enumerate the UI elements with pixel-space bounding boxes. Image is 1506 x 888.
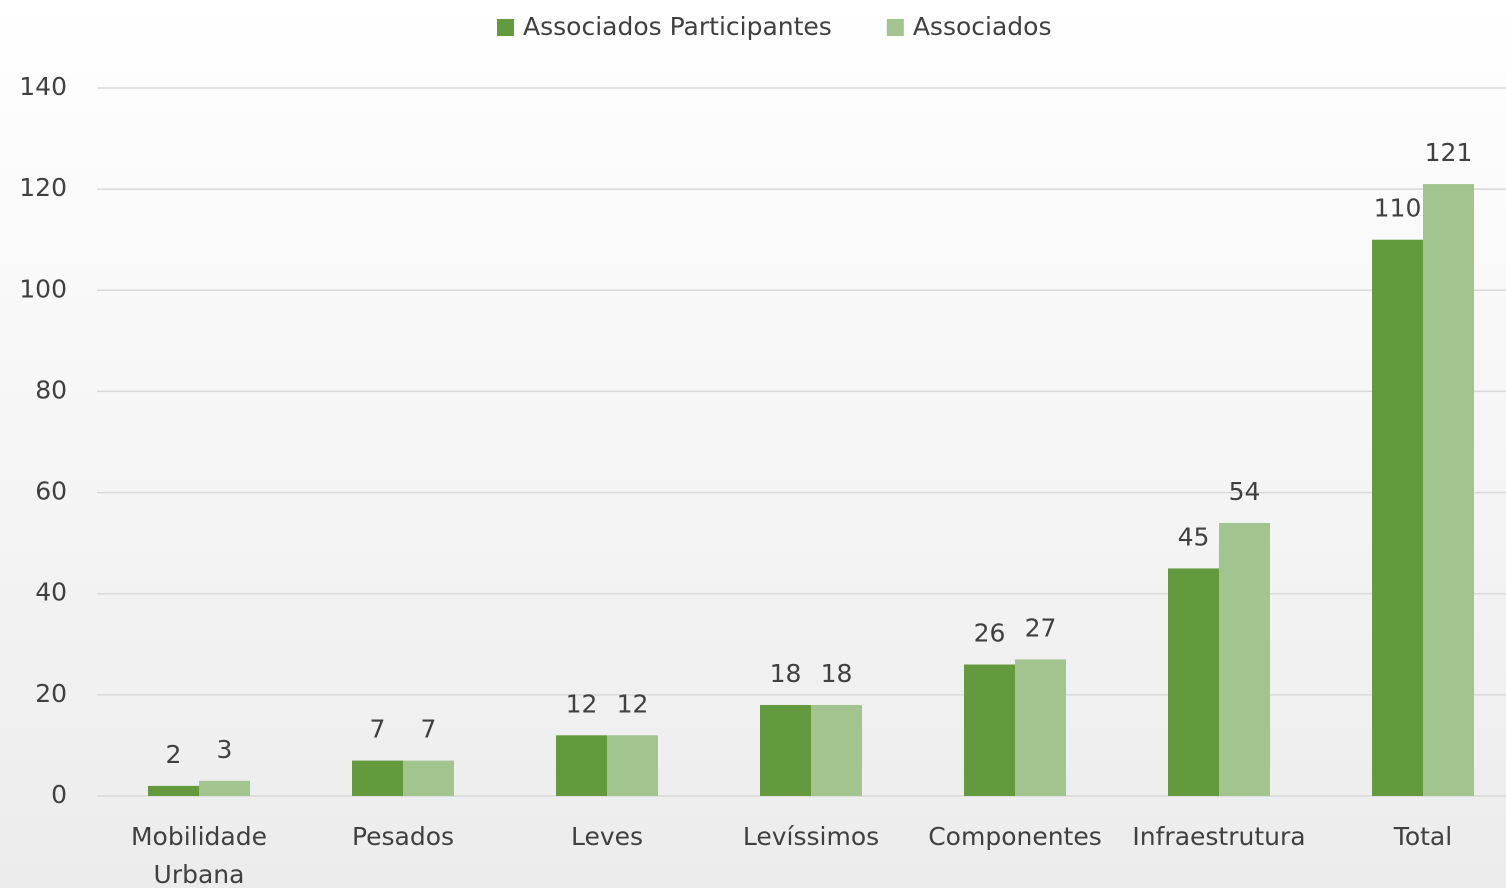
bar (1372, 239, 1423, 796)
data-label: 18 (821, 659, 853, 688)
bar (199, 780, 250, 796)
y-tick-label: 0 (51, 780, 67, 809)
data-label: 45 (1178, 522, 1210, 551)
bar (760, 704, 811, 796)
x-tick-label: Total (1393, 822, 1453, 851)
bar (352, 760, 403, 796)
legend-label: Associados (913, 12, 1052, 41)
y-tick-label: 60 (35, 477, 67, 506)
data-label: 27 (1025, 613, 1057, 642)
y-tick-label: 20 (35, 679, 67, 708)
data-label: 12 (566, 689, 598, 718)
x-tick-label: Infraestrutura (1132, 822, 1306, 851)
legend-swatch (886, 19, 904, 36)
y-tick-label: 40 (35, 578, 67, 607)
bar (1219, 522, 1270, 796)
y-tick-label: 120 (19, 173, 67, 202)
bar (403, 760, 454, 796)
bar (607, 735, 658, 796)
bar (556, 735, 607, 796)
x-tick-label: Levíssimos (742, 822, 880, 851)
legend-swatch (497, 19, 514, 36)
data-label: 7 (421, 715, 437, 744)
y-tick-label: 140 (19, 72, 67, 101)
data-label: 7 (370, 715, 386, 744)
bar (1168, 568, 1219, 796)
x-tick-label: Pesados (351, 822, 455, 851)
data-label: 18 (770, 659, 802, 688)
data-label: 12 (617, 689, 649, 718)
data-label: 54 (1229, 477, 1261, 506)
data-label: 3 (217, 735, 233, 764)
bar (964, 664, 1015, 796)
data-label: 26 (974, 619, 1006, 648)
data-label: 2 (166, 740, 182, 769)
x-tick-label: Leves (570, 822, 644, 851)
bar (1423, 184, 1474, 797)
bar (148, 785, 199, 796)
x-tick-label: Componentes (928, 822, 1102, 851)
bar (1015, 659, 1066, 796)
bar (811, 704, 862, 796)
y-tick-label: 80 (35, 375, 67, 404)
y-tick-label: 100 (19, 274, 67, 303)
x-tick-label: Mobilidade Urbana (130, 822, 267, 888)
legend-label: Associados Participantes (523, 12, 832, 41)
data-label: 121 (1425, 138, 1473, 167)
data-label: 110 (1374, 194, 1422, 223)
